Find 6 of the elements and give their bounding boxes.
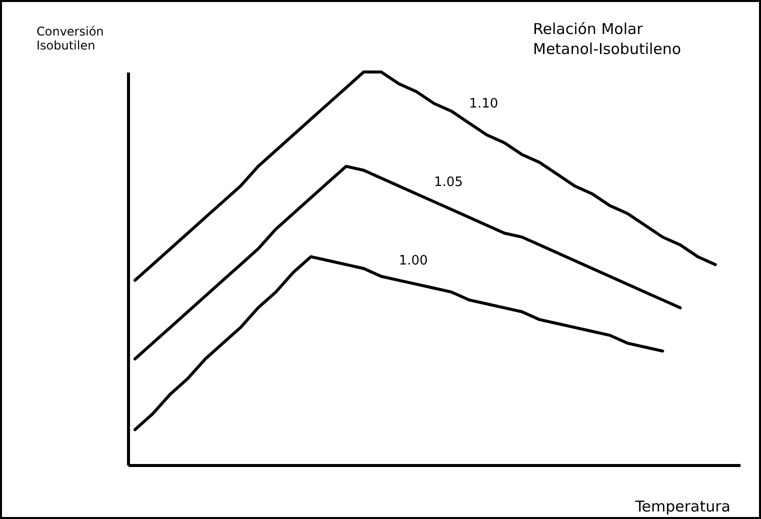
legend-title: Relación Molar Metanol-Isobutileno xyxy=(533,20,682,58)
x-axis-title: Temperatura xyxy=(634,498,730,516)
series-label: 1.10 xyxy=(469,96,498,112)
y-axis-title: Conversión Isobutilen xyxy=(36,24,104,52)
series-label: 1.00 xyxy=(398,254,428,269)
series-label: 1.05 xyxy=(434,175,463,190)
